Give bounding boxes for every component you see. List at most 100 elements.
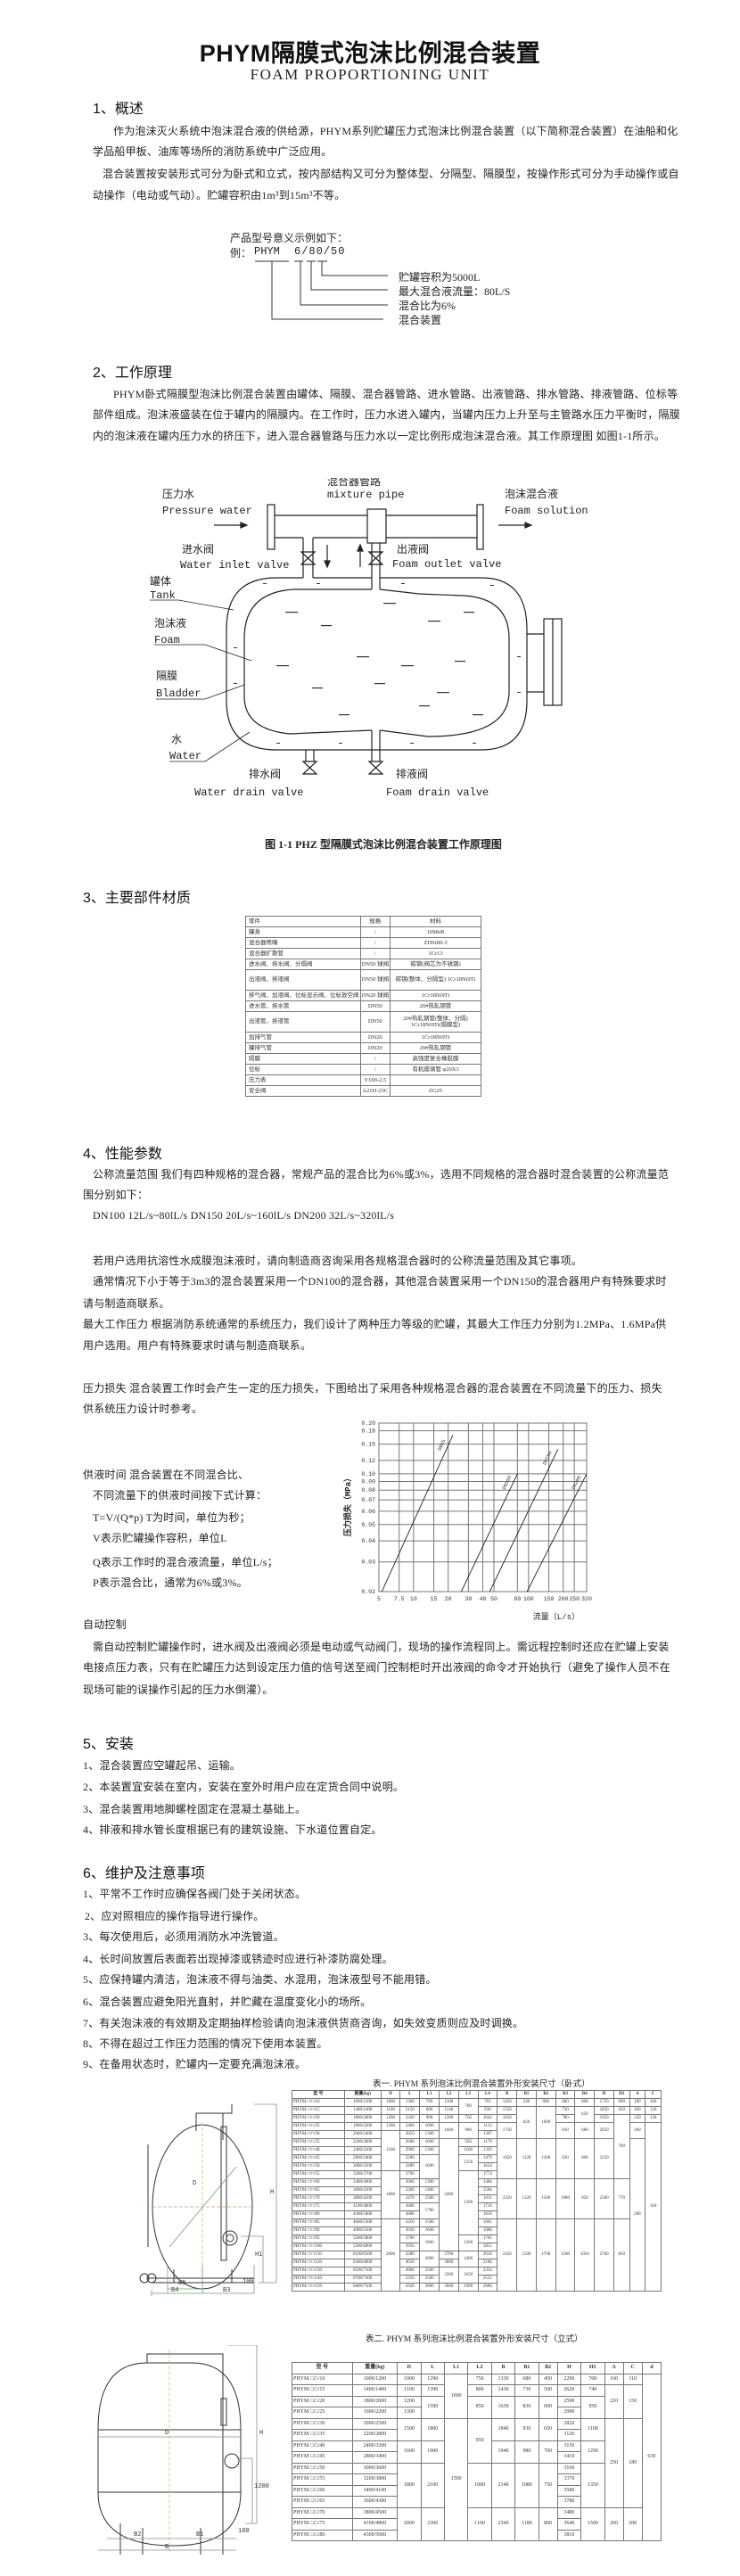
table-cell: 1100 — [467, 2506, 492, 2541]
table-cell: 2016 — [477, 2251, 498, 2259]
x-tick-label: 40 — [480, 1596, 487, 1602]
table-cell: 210 — [604, 2384, 624, 2419]
x-tick-label: 100 — [523, 1596, 534, 1602]
table-cell: 1042 — [477, 2114, 498, 2123]
list-item: 3、每次使用后，必须用消防水冲洗管道。 — [83, 1930, 284, 1943]
model-cell: PHYM □/□/45 — [292, 2154, 345, 2163]
model-cell: PHYM □/□/60 — [292, 2178, 345, 2187]
table-cell: 650 — [538, 2417, 558, 2441]
table-cell: DN50 — [359, 1000, 391, 1012]
table-cell: 1050 — [574, 2218, 596, 2292]
table-cell: 1950 — [497, 2138, 518, 2179]
table-cell: 1000 — [397, 2373, 422, 2385]
table-cell: 830 — [514, 2395, 539, 2419]
label-foam-solution-en: Foam solution — [505, 505, 588, 517]
table-cell: 压力表 — [245, 1074, 361, 1086]
table-cell: 950 — [467, 2417, 492, 2464]
column-header: B2 — [535, 2090, 556, 2099]
table-cell: / — [359, 926, 391, 938]
model-cell: PHYM □/□/30 — [292, 2417, 353, 2430]
y-tick-label: 0.20 — [361, 1420, 375, 1427]
table-cell: 830 — [555, 2122, 576, 2139]
table-cell: 1360 — [399, 2098, 421, 2107]
paragraph-line: PHYM卧式隔膜型泡沫比例混合装置由罐体、隔膜、混合器管路、进水管路、出液管路、… — [113, 388, 678, 400]
table-cell: 2250 — [594, 2138, 614, 2179]
table-cell: 1179 — [477, 2138, 498, 2147]
column-header: H1 — [580, 2362, 605, 2374]
table-cell: 1300 — [397, 2407, 422, 2419]
table-cell: 1Cr13 — [390, 948, 481, 959]
column-header: B1 — [514, 2362, 539, 2374]
table-cell: 930 — [514, 2417, 539, 2441]
table-cell: 20#热轧钢管 — [390, 1042, 481, 1054]
x-tick-label: 10 — [410, 1596, 417, 1602]
table-cell: 3790 — [399, 2170, 421, 2179]
table-cell: 1765 — [477, 2234, 498, 2243]
table-cell: 2686 — [477, 2283, 498, 2292]
table-row: PHYM □/□/40 2400/3200 1600 1900 1940 980 700 31… — [292, 2440, 662, 2464]
table-cell: 730 — [514, 2384, 539, 2397]
model-cell: PHYM □/□/35 — [292, 2429, 353, 2441]
model-cell: PHYM □/□/75 — [292, 2518, 353, 2531]
table-cell: 4960 — [399, 2267, 421, 2276]
table-cell: 2990 — [556, 2407, 582, 2419]
model-cell: PHYM □/□/35 — [292, 2138, 345, 2147]
section-4-heading: 4、性能参数 — [83, 1147, 162, 1162]
table-cell: 1300 — [419, 2130, 440, 2139]
table-cell: 1900/2200 — [343, 2122, 382, 2131]
table-cell: 1900/2200 — [351, 2407, 399, 2419]
table-cell: 5200/5800 — [343, 2234, 382, 2243]
page-subtitle: FOAM PROPORTIONING UNIT — [250, 66, 490, 83]
table-cell: 1320 — [516, 2178, 537, 2219]
table-row: 进水阀、排水阀、分隔阀 DN50 球阀 碳钢(阀芯为不锈钢) — [245, 959, 481, 970]
table-cell: 1200 — [438, 2114, 459, 2123]
table-cell: 800 — [538, 2506, 558, 2541]
table-cell: 850 — [613, 2218, 630, 2292]
figure-caption: 图 1-1 PHZ 型隔膜式泡沫比例混合装置工作原理图 — [265, 838, 502, 851]
label-pressure-water-cn: 压力水 — [162, 488, 194, 501]
table-cell: 1686 — [477, 2226, 498, 2235]
table-cell: 1100 — [397, 2384, 422, 2397]
table-cell: 3780 — [556, 2496, 582, 2508]
table-cell: 1300 — [419, 2146, 440, 2155]
paragraph-line: 压力损失 混合装置工作时会产生一定的压力损失，下图给出了采用各种规格混合器的混合… — [83, 1382, 662, 1395]
table-cell: 100 — [645, 2098, 662, 2107]
table-cell: 2200/2800 — [351, 2429, 399, 2441]
table-cell: ZHSi80-3 — [390, 937, 481, 949]
table-cell: 1800 — [380, 2170, 401, 2219]
column-header: 型 号 — [292, 2362, 353, 2374]
model-cell: PHYM □/□/140 — [292, 2275, 345, 2284]
table-cell: 1200 — [580, 2440, 605, 2464]
table-cell: 2760 — [594, 2218, 614, 2292]
table-row: 混合器扩散管/1Cr13 — [245, 948, 481, 959]
y-tick-label: 0.04 — [361, 1538, 375, 1544]
horizontal-dimensions-table: 型 号重量(kg) D L L1 L2 L3 L4 B B1 B2 B3 B4 H H1 A C PHYM □/… — [292, 2090, 662, 2292]
label-water-cn: 水 — [171, 733, 182, 746]
model-cell: PHYM □/□/15 — [292, 2106, 345, 2115]
table-cell: 1624 — [477, 2162, 498, 2171]
paragraph-line: 作为泡沫灭火系统中泡沫混合液的供给源，PHYM系列贮罐压力式泡沫比例混合装置（以… — [113, 125, 678, 137]
table-cell: 1630 — [490, 2395, 516, 2419]
label-mixture-pipe-cn: 混合器管路 — [327, 478, 381, 489]
column-header: B3 — [555, 2090, 576, 2099]
table-cell: 1180 — [555, 2218, 576, 2292]
table-cell: 3410 — [556, 2451, 582, 2464]
table-cell: 1350 — [580, 2462, 605, 2508]
table-cell: 1290 — [420, 2373, 445, 2385]
series-line-dn100 — [460, 1473, 518, 1593]
table-cell: 160 — [645, 2122, 662, 2292]
table-cell: 1716 — [477, 2202, 498, 2211]
y-tick-label: 0.09 — [361, 1479, 375, 1486]
table-cell: 900 — [419, 2114, 440, 2123]
table-cell: 1500 — [580, 2506, 605, 2541]
label-inlet-valve-en: Water inlet valve — [180, 559, 289, 572]
label-outlet-valve-en: Foam outlet valve — [392, 558, 501, 571]
y-tick-label: 0.18 — [361, 1428, 375, 1435]
column-header: B — [497, 2090, 518, 2099]
table-cell: 1400/1400 — [343, 2106, 382, 2115]
column-header: 零件 — [245, 916, 361, 927]
table-cell: 700 — [613, 2114, 630, 2179]
table-cell: / — [359, 937, 391, 949]
label-bladder-cn: 隔膜 — [156, 670, 177, 683]
list-item: 7、有关泡沫液的有效期及定期抽样检验请向泡沫液供货商咨询，如失效变质则应及时调换… — [83, 2017, 524, 2029]
